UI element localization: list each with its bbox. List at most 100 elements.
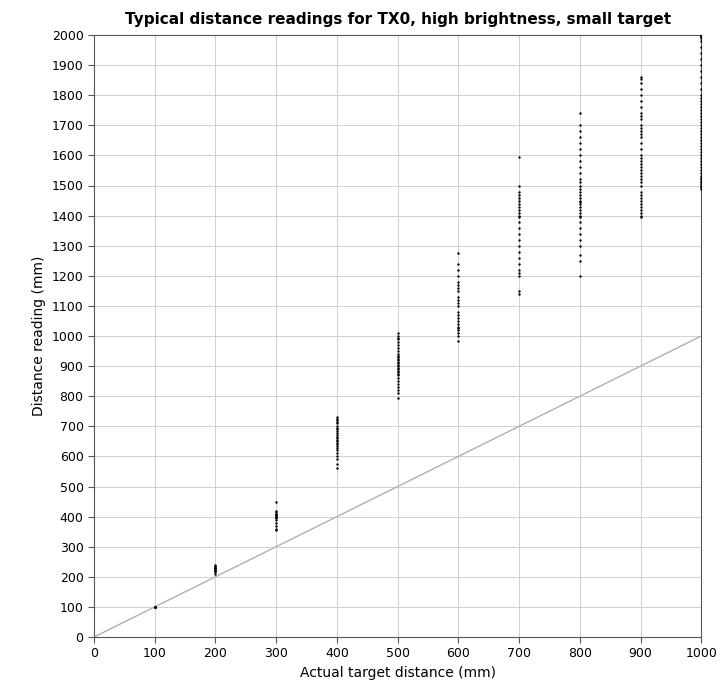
Point	[392, 392, 403, 403]
Point	[453, 330, 464, 342]
Point	[696, 162, 707, 173]
Point	[513, 228, 525, 239]
Point	[574, 192, 586, 203]
Point	[574, 189, 586, 200]
Point	[149, 601, 161, 612]
Point	[635, 96, 646, 107]
Point	[513, 286, 525, 297]
Point	[696, 66, 707, 77]
Point	[149, 601, 161, 612]
Point	[696, 132, 707, 143]
Point	[270, 517, 282, 528]
Point	[331, 451, 343, 462]
Point	[574, 144, 586, 155]
Point	[392, 330, 403, 342]
Point	[270, 514, 282, 525]
Point	[635, 198, 646, 209]
Point	[696, 180, 707, 191]
Point	[210, 563, 221, 574]
Point	[210, 567, 221, 578]
Point	[453, 318, 464, 330]
Point	[392, 382, 403, 393]
Point	[574, 234, 586, 245]
Point	[635, 156, 646, 167]
Point	[696, 113, 707, 125]
Point	[696, 96, 707, 107]
Point	[453, 294, 464, 305]
Point	[696, 134, 707, 146]
Point	[635, 144, 646, 155]
Point	[331, 458, 343, 470]
Point	[392, 349, 403, 360]
Point	[635, 138, 646, 149]
Point	[696, 102, 707, 113]
Point	[513, 258, 525, 270]
Point	[392, 384, 403, 395]
Point	[392, 370, 403, 381]
Point	[513, 246, 525, 258]
Point	[513, 267, 525, 279]
Point	[696, 78, 707, 89]
Point	[696, 120, 707, 131]
Point	[513, 180, 525, 191]
Point	[392, 351, 403, 363]
Point	[331, 448, 343, 459]
Point	[635, 71, 646, 83]
Point	[696, 29, 707, 41]
Point	[635, 129, 646, 140]
Point	[513, 252, 525, 263]
Point	[696, 41, 707, 52]
Point	[696, 171, 707, 182]
Point	[635, 180, 646, 191]
Point	[574, 228, 586, 239]
Point	[574, 132, 586, 143]
Point	[635, 186, 646, 197]
Point	[635, 150, 646, 161]
Point	[453, 286, 464, 297]
Point	[453, 321, 464, 332]
Point	[513, 270, 525, 281]
Point	[210, 560, 221, 571]
Point	[210, 565, 221, 576]
Point	[331, 430, 343, 441]
Point	[574, 201, 586, 212]
Point	[392, 379, 403, 390]
Point	[574, 270, 586, 281]
Point	[635, 159, 646, 170]
Point	[392, 354, 403, 365]
Point	[574, 168, 586, 179]
Point	[635, 83, 646, 94]
Point	[270, 524, 282, 536]
Point	[149, 601, 161, 612]
Point	[574, 186, 586, 197]
Point	[696, 165, 707, 176]
Point	[270, 511, 282, 522]
Point	[635, 108, 646, 119]
Point	[574, 120, 586, 131]
Point	[635, 207, 646, 218]
Point	[574, 197, 586, 208]
Point	[574, 195, 586, 206]
Point	[696, 159, 707, 170]
Point	[696, 104, 707, 116]
Point	[696, 29, 707, 41]
Point	[574, 216, 586, 228]
Point	[574, 207, 586, 218]
Point	[453, 291, 464, 302]
Point	[270, 510, 282, 522]
Point	[635, 111, 646, 122]
Point	[696, 177, 707, 188]
Point	[635, 171, 646, 182]
Point	[513, 234, 525, 245]
Point	[696, 168, 707, 179]
Point	[331, 431, 343, 442]
Point	[635, 153, 646, 164]
Point	[696, 31, 707, 42]
Point	[696, 60, 707, 71]
Point	[392, 359, 403, 370]
Point	[392, 358, 403, 369]
Point	[635, 174, 646, 185]
Point	[635, 90, 646, 101]
Point	[331, 421, 343, 432]
Point	[392, 360, 403, 372]
